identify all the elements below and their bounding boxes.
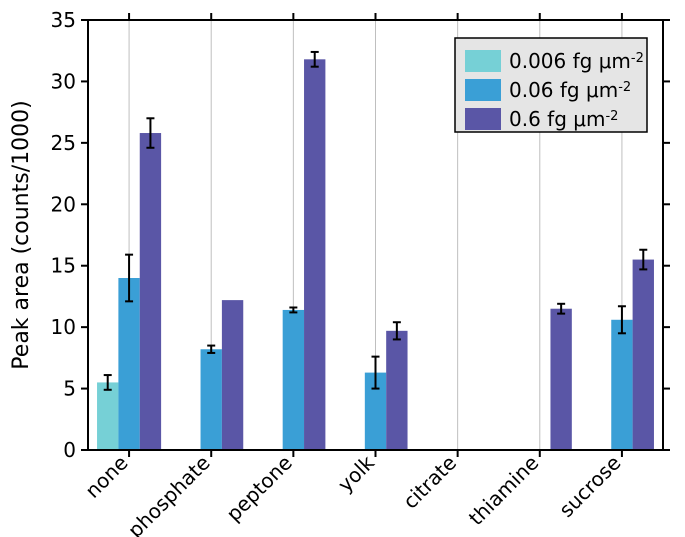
bar [118,278,139,450]
y-tick-label: 0 [63,438,76,462]
y-tick-label: 10 [51,315,76,339]
legend-swatch [465,79,501,101]
legend-label: 0.06 fg μm-2 [509,78,631,102]
bar [97,382,118,450]
bar [386,331,407,450]
bar [304,59,325,450]
bar [633,260,654,450]
y-tick-label: 20 [51,192,76,216]
y-tick-label: 5 [63,377,76,401]
x-tick-label: thiamine [464,451,543,530]
legend-swatch [465,50,501,72]
legend-swatch [465,108,501,130]
bar [140,133,161,450]
y-tick-label: 30 [51,69,76,93]
y-axis-label: Peak area (counts/1000) [9,100,34,369]
bar [611,320,632,450]
bar [222,300,243,450]
legend-label: 0.6 fg μm-2 [509,107,618,131]
x-tick-label: peptone [221,451,296,526]
y-tick-label: 15 [51,254,76,278]
bar-chart-figure: 0 5 10 15 20 25 30 35 nonephosphatepeptone yolkci… [0,0,685,537]
x-tick-label: none [80,451,132,503]
chart-svg: 0 5 10 15 20 25 30 35 nonephosphatepeptone yolkci… [0,0,685,537]
x-tick-label: yolk [333,450,379,496]
x-tick-label: sucrose [554,451,625,522]
bar [201,349,222,450]
x-tick-label: phosphate [123,451,215,537]
bar [283,310,304,450]
y-tick-label: 25 [51,131,76,155]
y-tick-label: 35 [51,8,76,32]
x-tick-label: citrate [398,451,461,514]
legend-label: 0.006 fg μm-2 [509,49,644,73]
bar [550,309,571,450]
